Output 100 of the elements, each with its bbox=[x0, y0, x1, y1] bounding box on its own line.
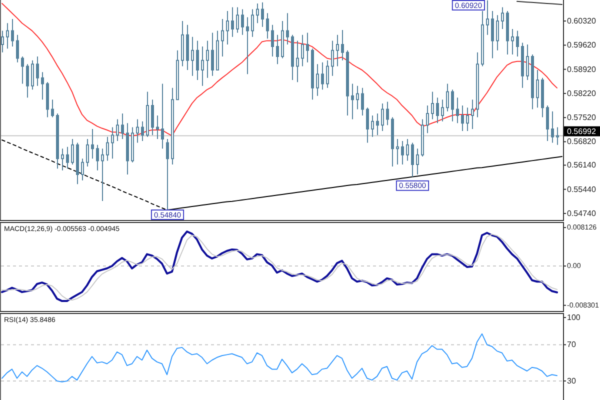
candlestick bbox=[231, 6, 234, 38]
candlestick bbox=[141, 120, 144, 142]
candlestick bbox=[136, 118, 139, 144]
candlestick bbox=[296, 40, 299, 83]
y-tick-label: 0.60320 bbox=[567, 16, 596, 26]
candlestick bbox=[411, 142, 414, 178]
y-tick-label: 0.59620 bbox=[567, 40, 596, 50]
candlestick bbox=[86, 138, 89, 168]
candlestick bbox=[181, 20, 184, 67]
candlestick bbox=[261, 2, 264, 28]
candlestick bbox=[176, 50, 179, 100]
candlestick bbox=[281, 20, 284, 59]
candlestick bbox=[546, 105, 549, 142]
candlestick bbox=[536, 70, 539, 108]
candlestick bbox=[121, 112, 124, 140]
y-tick-label: 0.58920 bbox=[567, 64, 596, 74]
candlestick bbox=[251, 8, 254, 38]
candlestick bbox=[356, 85, 359, 110]
y-tick-label: 0.58220 bbox=[567, 88, 596, 98]
candlestick bbox=[556, 126, 559, 146]
candlestick bbox=[496, 14, 499, 51]
candlestick bbox=[456, 97, 459, 124]
candlestick bbox=[406, 138, 409, 162]
candlestick bbox=[16, 34, 19, 63]
candlestick bbox=[166, 138, 169, 210]
candlestick bbox=[46, 82, 49, 118]
candlestick bbox=[446, 83, 449, 112]
candlestick bbox=[526, 44, 529, 80]
candlestick bbox=[31, 60, 34, 90]
candlestick bbox=[51, 99, 54, 118]
y-tick-label: 0.54740 bbox=[567, 208, 596, 218]
candlestick bbox=[91, 128, 94, 160]
candlestick bbox=[416, 148, 419, 175]
y-tick-label: 30 bbox=[567, 376, 576, 386]
candlestick bbox=[6, 22, 9, 50]
candlestick bbox=[461, 105, 464, 132]
candlestick bbox=[306, 32, 309, 63]
candlestick bbox=[161, 83, 164, 150]
candlestick bbox=[201, 46, 204, 86]
candlestick bbox=[531, 54, 534, 110]
y-tick-label: 0.55440 bbox=[567, 184, 596, 194]
line-series bbox=[2, 2, 558, 136]
candlestick bbox=[291, 34, 294, 80]
candlestick bbox=[11, 18, 14, 48]
candlestick bbox=[41, 72, 44, 100]
candlestick bbox=[376, 112, 379, 136]
candlestick bbox=[316, 64, 319, 96]
candlestick bbox=[541, 77, 544, 118]
y-tick-label: 70 bbox=[567, 340, 576, 350]
y-tick-label: 100 bbox=[567, 313, 581, 322]
candlestick bbox=[196, 40, 199, 80]
candlestick bbox=[266, 12, 269, 40]
candlestick bbox=[516, 30, 519, 58]
candlestick bbox=[511, 28, 514, 55]
candlestick bbox=[351, 83, 354, 120]
candlestick bbox=[381, 102, 384, 132]
candlestick bbox=[66, 146, 69, 170]
candlestick bbox=[436, 97, 439, 124]
candlestick bbox=[101, 148, 104, 202]
candlestick bbox=[171, 87, 174, 165]
candlestick bbox=[491, 10, 494, 59]
candlestick bbox=[386, 101, 389, 126]
y-tick-label: 0.57520 bbox=[567, 113, 596, 122]
candlestick bbox=[96, 144, 99, 171]
candlestick bbox=[106, 136, 109, 162]
candlestick bbox=[81, 158, 84, 181]
candlestick bbox=[76, 142, 79, 185]
candlestick bbox=[321, 62, 324, 90]
candlestick bbox=[221, 18, 224, 58]
candlestick bbox=[241, 8, 244, 36]
candlestick bbox=[441, 99, 444, 122]
candlestick bbox=[111, 126, 114, 160]
candlestick bbox=[186, 24, 189, 70]
candlestick bbox=[451, 89, 454, 122]
candlestick bbox=[431, 91, 434, 120]
candlestick bbox=[551, 110, 554, 144]
candlestick bbox=[131, 126, 134, 163]
candlestick bbox=[256, 2, 259, 24]
candlestick bbox=[326, 60, 329, 88]
y-tick-label: 0.56820 bbox=[567, 137, 596, 146]
y-tick-label: 0.56140 bbox=[567, 160, 596, 170]
candlestick bbox=[206, 40, 209, 78]
candlestick bbox=[421, 118, 424, 158]
candlestick bbox=[146, 91, 149, 138]
line-series bbox=[2, 333, 558, 382]
candlestick bbox=[336, 34, 339, 67]
candlestick bbox=[476, 52, 479, 118]
candlestick bbox=[341, 30, 344, 61]
candlestick bbox=[236, 6, 239, 34]
candlestick bbox=[361, 87, 364, 116]
candlestick bbox=[501, 6, 504, 30]
candlestick bbox=[276, 34, 279, 65]
candlestick bbox=[26, 64, 29, 98]
candlestick bbox=[396, 138, 399, 165]
candlestick bbox=[226, 10, 229, 45]
candlestick bbox=[21, 56, 24, 84]
candlestick bbox=[311, 48, 314, 100]
candlestick bbox=[506, 10, 509, 55]
candlestick bbox=[116, 118, 119, 142]
candlestick bbox=[71, 138, 74, 165]
